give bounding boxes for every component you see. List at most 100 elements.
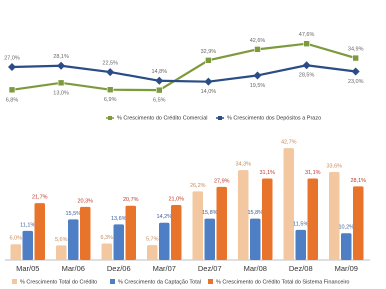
legend-label: % Crescimento do Crédito Comercial	[117, 115, 207, 121]
value-label: 21,7%	[32, 195, 48, 201]
value-label: 42,7%	[281, 140, 297, 146]
value-label: 28,5%	[299, 73, 315, 79]
marker	[8, 86, 16, 94]
value-label: 19,5%	[250, 83, 266, 89]
marker	[204, 77, 213, 86]
legend-swatch	[110, 279, 115, 284]
bar	[80, 206, 91, 260]
value-label: 5,7%	[146, 237, 159, 243]
legend-swatch	[12, 279, 17, 284]
value-label: 5,6%	[55, 237, 68, 243]
value-label: 31,1%	[259, 170, 275, 176]
marker	[57, 79, 65, 87]
marker	[156, 86, 163, 94]
marker	[106, 68, 115, 77]
value-label: 11,1%	[20, 222, 35, 228]
x-tick-label: Dez/06	[107, 264, 131, 273]
value-label: 13,0%	[53, 90, 69, 96]
value-label: 27,9%	[214, 178, 230, 184]
value-label: 20,3%	[77, 198, 93, 204]
legend-swatch	[218, 116, 222, 120]
value-label: 15,8%	[202, 210, 218, 216]
value-label: 15,5%	[65, 211, 81, 217]
value-label: 21,0%	[168, 196, 184, 202]
marker	[106, 86, 114, 94]
value-label: 6,3%	[100, 235, 113, 241]
bar	[216, 186, 227, 260]
value-label: 6,9%	[104, 97, 117, 103]
legend-label: % Crescimento Total do Crédito	[20, 279, 97, 285]
bar	[262, 178, 273, 260]
value-label: 27,0%	[4, 55, 20, 61]
value-label: 20,7%	[123, 197, 139, 203]
value-label: 22,5%	[102, 61, 118, 67]
marker	[351, 67, 360, 76]
line	[11, 42, 357, 92]
value-label: 15,8%	[247, 210, 263, 216]
value-label: 28,1%	[350, 178, 366, 184]
value-label: 14,8%	[151, 69, 167, 75]
bar	[171, 204, 182, 260]
value-label: 34,9%	[348, 47, 364, 53]
bar	[341, 233, 352, 260]
x-tick-label: Mar/08	[244, 264, 267, 273]
legend-swatch	[208, 279, 213, 284]
bar	[250, 218, 261, 260]
bar	[113, 224, 124, 260]
value-label: 13,6%	[111, 216, 127, 222]
value-label: 26,2%	[190, 183, 206, 189]
legend-label: % Crescimento do Crédito Total do Sistem…	[216, 279, 350, 285]
bar	[295, 229, 306, 260]
marker	[8, 62, 16, 71]
bar	[56, 245, 67, 260]
bar	[101, 243, 112, 260]
value-label: 32,9%	[201, 49, 217, 55]
x-tick-label: Dez/07	[198, 264, 222, 273]
bar	[34, 203, 45, 260]
bar	[238, 170, 249, 260]
marker	[155, 76, 164, 85]
x-tick-label: Mar/09	[335, 264, 358, 273]
marker	[352, 54, 360, 62]
bar	[307, 178, 318, 260]
marker	[302, 61, 311, 70]
bar	[204, 218, 215, 260]
bar	[68, 219, 79, 260]
bar	[353, 186, 364, 260]
value-label: 6,5%	[153, 98, 166, 104]
legend-swatch	[108, 116, 112, 120]
bar	[125, 205, 136, 260]
value-label: 31,1%	[305, 170, 321, 176]
bar	[147, 245, 158, 260]
x-tick-label: Mar/06	[62, 264, 85, 273]
value-label: 14,0%	[201, 89, 217, 95]
value-label: 33,6%	[326, 163, 342, 169]
value-label: 34,3%	[235, 162, 251, 168]
bar	[159, 222, 170, 260]
bar	[329, 171, 340, 260]
marker	[253, 71, 262, 80]
x-tick-label: Mar/07	[153, 264, 176, 273]
value-label: 11,5%	[293, 221, 308, 227]
marker	[254, 46, 261, 53]
value-label: 6,0%	[9, 236, 22, 242]
value-label: 10,2%	[338, 225, 354, 231]
value-label: 28,1%	[53, 54, 69, 60]
bar	[10, 244, 21, 260]
x-tick-label: Mar/05	[16, 264, 39, 273]
bar	[283, 148, 294, 260]
legend-label: % Crescimento da Captação Total	[118, 279, 201, 285]
marker	[57, 61, 66, 70]
value-label: 6,8%	[6, 97, 19, 103]
value-label: 23,0%	[348, 79, 364, 85]
bar	[22, 230, 33, 260]
line	[11, 64, 356, 83]
value-label: 14,2%	[156, 214, 172, 220]
bar	[192, 191, 203, 260]
legend-label: % Crescimento dos Depósitos a Prazo	[227, 115, 321, 121]
value-label: 42,6%	[250, 38, 266, 44]
x-tick-label: Dez/08	[289, 264, 313, 273]
marker	[303, 40, 310, 48]
marker	[205, 57, 212, 64]
